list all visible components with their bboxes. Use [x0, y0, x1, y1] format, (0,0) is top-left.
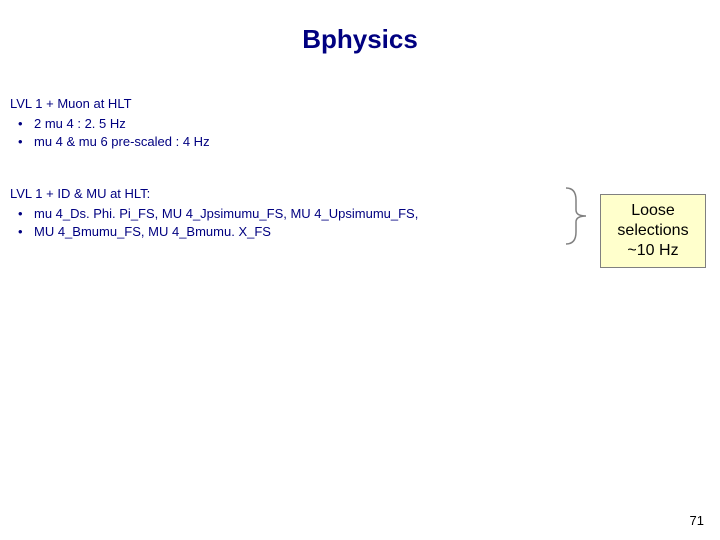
list-item: mu 4 & mu 6 pre-scaled : 4 Hz: [10, 133, 210, 151]
callout-line1: Loose: [603, 201, 703, 221]
page-number: 71: [690, 513, 704, 528]
block1-heading: LVL 1 + Muon at HLT: [10, 96, 210, 111]
brace-icon: [562, 186, 590, 246]
page-title: Bphysics: [0, 24, 720, 55]
list-item: MU 4_Bmumu_FS, MU 4_Bmumu. X_FS: [10, 223, 418, 241]
block2-heading: LVL 1 + ID & MU at HLT:: [10, 186, 418, 201]
list-item: mu 4_Ds. Phi. Pi_FS, MU 4_Jpsimumu_FS, M…: [10, 205, 418, 223]
callout-loose-selections: Loose selections ~10 Hz: [600, 194, 706, 268]
block1-list: 2 mu 4 : 2. 5 Hz mu 4 & mu 6 pre-scaled …: [10, 115, 210, 150]
callout-line2: selections: [603, 221, 703, 241]
list-item: 2 mu 4 : 2. 5 Hz: [10, 115, 210, 133]
block-muon-hlt: LVL 1 + Muon at HLT 2 mu 4 : 2. 5 Hz mu …: [10, 96, 210, 150]
block2-list: mu 4_Ds. Phi. Pi_FS, MU 4_Jpsimumu_FS, M…: [10, 205, 418, 240]
brace-path: [566, 188, 586, 244]
slide: Bphysics LVL 1 + Muon at HLT 2 mu 4 : 2.…: [0, 0, 720, 540]
callout-line3: ~10 Hz: [603, 241, 703, 261]
block-id-mu-hlt: LVL 1 + ID & MU at HLT: mu 4_Ds. Phi. Pi…: [10, 186, 418, 240]
